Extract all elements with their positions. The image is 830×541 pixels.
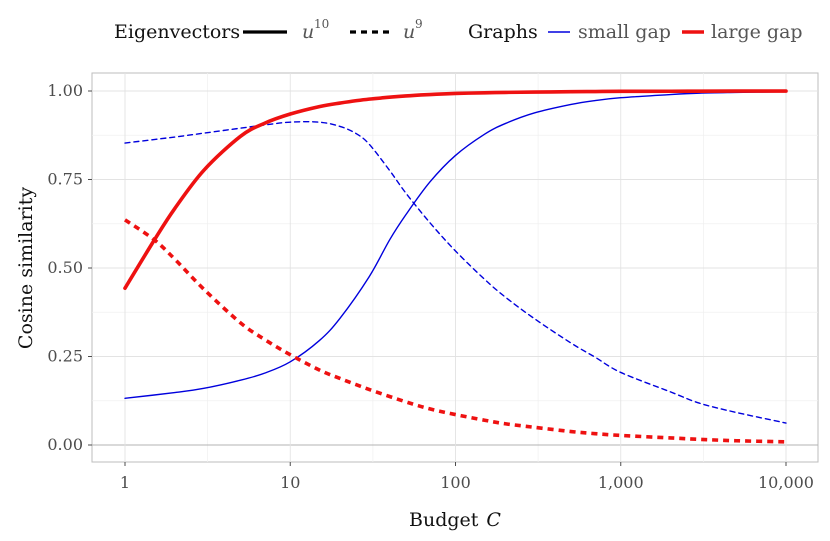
y-axis: 0.00 0.25 0.50 0.75 1.00 (47, 81, 92, 454)
legend-u9-sup: 9 (415, 17, 423, 31)
x-tick-label: 1,000 (598, 473, 644, 492)
large-gap-u10-line (123, 89, 788, 290)
y-tick-label: 0.25 (47, 347, 83, 366)
y-tick-label: 0.75 (47, 170, 83, 189)
legend-small-gap-label: small gap (578, 21, 671, 43)
y-tick-label: 1.00 (47, 81, 83, 100)
x-tick-label: 10 (280, 473, 300, 492)
x-axis-title: Budget C (409, 509, 501, 531)
small-gap-u10-line (124, 91, 787, 399)
y-tick-label: 0.00 (47, 435, 83, 454)
x-axis-title-var: C (486, 509, 501, 531)
x-axis-title-text: Budget (409, 509, 479, 531)
y-tick-label: 0.50 (47, 258, 83, 277)
x-tick-label: 1 (120, 473, 130, 492)
plot-panel (91, 72, 819, 463)
x-axis: 1 10 100 1,000 10,000 (120, 462, 814, 492)
series-layer (123, 89, 788, 444)
large-gap-u9-line (123, 218, 787, 444)
x-tick-label: 100 (440, 473, 471, 492)
grid (92, 73, 818, 462)
legend-u10-base: u (302, 21, 314, 43)
legend-u10-sup: 10 (314, 17, 329, 31)
legend-eigenvectors-title: Eigenvectors (114, 21, 240, 43)
legend-graphs-title: Graphs (468, 21, 538, 43)
legend: Eigenvectors u 10 u 9 Graphs small gap l… (114, 17, 803, 43)
y-axis-title: Cosine similarity (15, 187, 37, 349)
legend-large-gap-label: large gap (711, 21, 803, 43)
legend-u9-base: u (403, 21, 415, 43)
x-tick-label: 10,000 (758, 473, 814, 492)
